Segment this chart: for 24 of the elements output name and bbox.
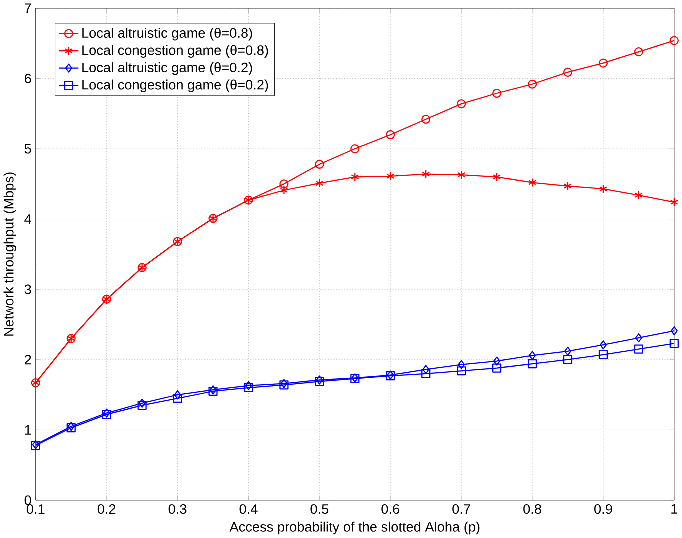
x-tick-label: 0.9	[594, 504, 612, 514]
legend-label: Local altruistic game (θ=0.2)	[82, 62, 252, 76]
x-tick-label: 0.7	[452, 504, 470, 514]
x-tick-label: 0.2	[98, 504, 116, 514]
y-tick-label: 0	[24, 495, 32, 506]
y-tick-label: 5	[24, 144, 32, 154]
y-tick-label: 1	[25, 425, 32, 435]
y-tick-label: 3	[24, 284, 32, 294]
x-tick-label: 1	[672, 504, 678, 514]
x-tick-label: 0.4	[240, 504, 258, 514]
y-tick-label: 2	[24, 354, 32, 364]
y-axis-title: Network throughput (Mbps)	[4, 172, 17, 336]
y-tick-label: 4	[24, 214, 32, 224]
y-tick-label: 7	[25, 4, 32, 13]
x-tick-label: 0.8	[524, 504, 542, 514]
legend-label: Local congestion game (θ=0.8)	[82, 45, 268, 58]
x-tick-label: 0.1	[26, 504, 45, 514]
x-tick-label: 0.5	[310, 504, 329, 514]
legend-label: Local altruistic game (θ=0.8)	[82, 28, 252, 41]
legend-label: Local congestion game (θ=0.2)	[82, 80, 268, 92]
y-tick-label: 6	[25, 74, 32, 84]
x-tick-label: 0.3	[168, 504, 187, 514]
x-axis-title: Access probability of the slotted Aloha (p)	[230, 522, 480, 534]
x-tick-label: 0.6	[382, 504, 400, 514]
